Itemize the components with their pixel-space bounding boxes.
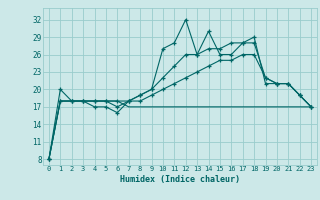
X-axis label: Humidex (Indice chaleur): Humidex (Indice chaleur) xyxy=(120,175,240,184)
